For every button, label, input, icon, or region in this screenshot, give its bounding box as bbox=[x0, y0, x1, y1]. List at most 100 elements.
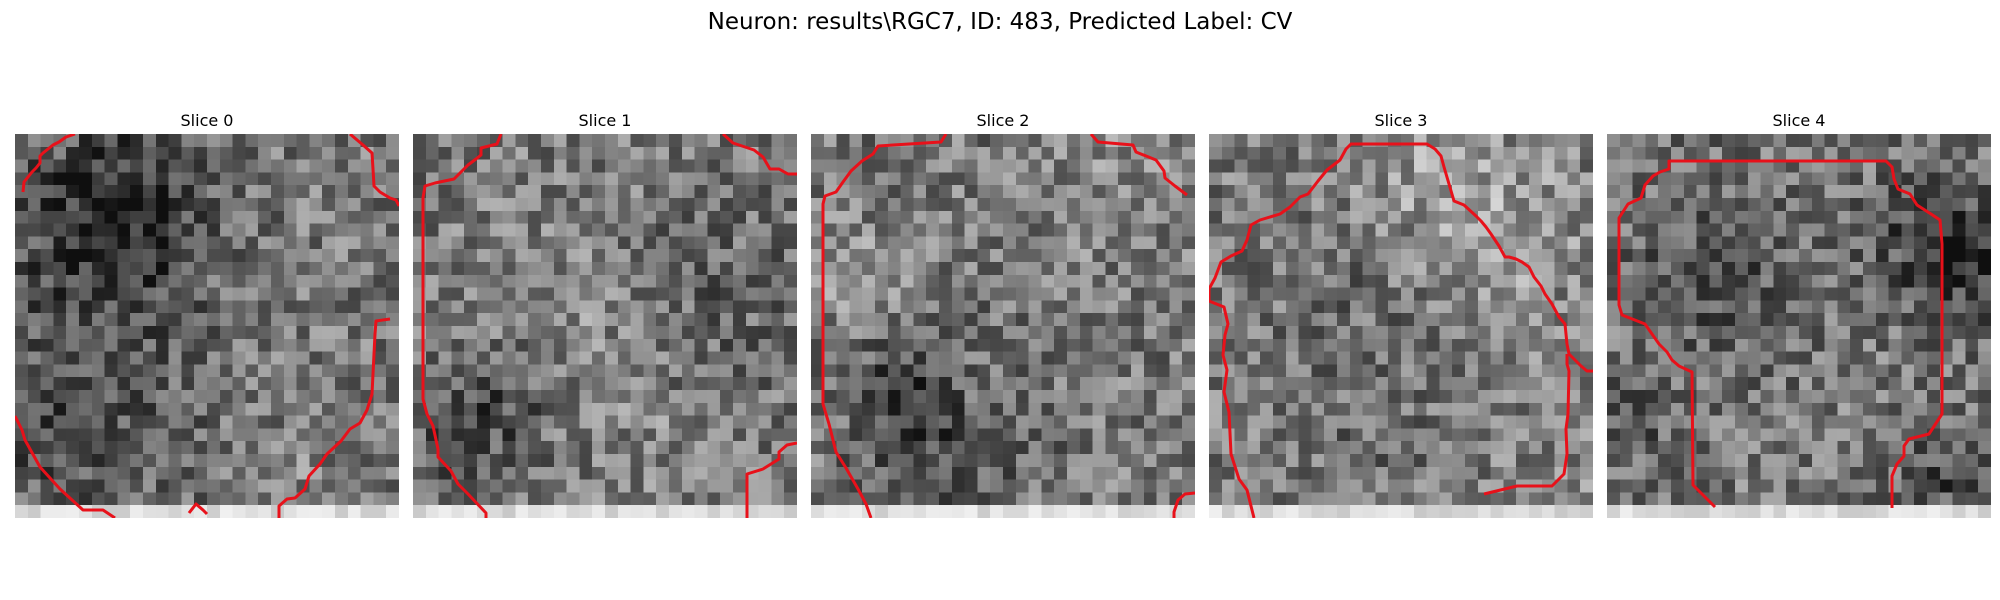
pixel-cell bbox=[579, 326, 593, 340]
pixel-cell bbox=[1541, 210, 1555, 224]
pixel-cell bbox=[1824, 390, 1838, 404]
pixel-cell bbox=[1439, 134, 1453, 148]
pixel-cell bbox=[219, 351, 233, 365]
pixel-cell bbox=[489, 351, 503, 365]
pixel-cell bbox=[181, 479, 195, 493]
slice-image bbox=[811, 134, 1195, 518]
pixel-cell bbox=[1529, 198, 1543, 212]
pixel-cell bbox=[1837, 415, 1851, 429]
pixel-cell bbox=[1875, 466, 1889, 480]
pixel-cell bbox=[232, 236, 246, 250]
pixel-cell bbox=[27, 428, 41, 442]
pixel-cell bbox=[1503, 262, 1517, 276]
pixel-cell bbox=[258, 300, 272, 314]
pixel-cell bbox=[53, 364, 67, 378]
pixel-cell bbox=[373, 223, 387, 237]
pixel-cell bbox=[207, 287, 221, 301]
pixel-cell bbox=[1607, 159, 1621, 173]
pixel-cell bbox=[489, 159, 503, 173]
pixel-cell bbox=[745, 313, 759, 327]
pixel-cell bbox=[386, 441, 399, 455]
pixel-cell bbox=[91, 300, 105, 314]
pixel-cell bbox=[489, 428, 503, 442]
pixel-cell bbox=[1131, 351, 1145, 365]
pixel-cell bbox=[181, 338, 195, 352]
pixel-cell bbox=[528, 287, 542, 301]
pixel-cell bbox=[1092, 172, 1106, 186]
pixel-cell bbox=[784, 466, 797, 480]
pixel-cell bbox=[1041, 172, 1055, 186]
pixel-cell bbox=[15, 262, 29, 276]
pixel-cell bbox=[1503, 466, 1517, 480]
pixel-cell bbox=[1927, 313, 1941, 327]
pixel-cell bbox=[219, 466, 233, 480]
pixel-cell bbox=[245, 210, 259, 224]
pixel-cell bbox=[1658, 402, 1672, 416]
pixel-cell bbox=[528, 428, 542, 442]
pixel-cell bbox=[528, 466, 542, 480]
pixel-cell bbox=[219, 236, 233, 250]
pixel-cell bbox=[1978, 236, 1991, 250]
pixel-cell bbox=[1490, 172, 1504, 186]
pixel-cell bbox=[155, 287, 169, 301]
pixel-cell bbox=[66, 198, 80, 212]
pixel-cell bbox=[309, 505, 323, 518]
pixel-cell bbox=[862, 377, 876, 391]
pixel-cell bbox=[1541, 390, 1555, 404]
pixel-cell bbox=[951, 326, 965, 340]
pixel-cell bbox=[1273, 377, 1287, 391]
pixel-cell bbox=[758, 351, 772, 365]
pixel-cell bbox=[1927, 300, 1941, 314]
pixel-cell bbox=[1285, 134, 1299, 148]
pixel-cell bbox=[1311, 274, 1325, 288]
pixel-cell bbox=[1760, 479, 1774, 493]
pixel-cell bbox=[1490, 415, 1504, 429]
pixel-cell bbox=[27, 390, 41, 404]
pixel-cell bbox=[1003, 441, 1017, 455]
pixel-cell bbox=[1028, 505, 1042, 518]
pixel-cell bbox=[271, 262, 285, 276]
pixel-cell bbox=[1092, 402, 1106, 416]
pixel-cell bbox=[1875, 287, 1889, 301]
pixel-cell bbox=[617, 210, 631, 224]
pixel-cell bbox=[1709, 390, 1723, 404]
pixel-cell bbox=[1413, 198, 1427, 212]
pixel-cell bbox=[1311, 223, 1325, 237]
pixel-cell bbox=[900, 274, 914, 288]
pixel-cell bbox=[579, 364, 593, 378]
pixel-cell bbox=[1722, 364, 1736, 378]
pixel-cell bbox=[694, 172, 708, 186]
pixel-cell bbox=[1850, 249, 1864, 263]
pixel-cell bbox=[1028, 146, 1042, 160]
pixel-cell bbox=[720, 313, 734, 327]
pixel-cell bbox=[1452, 223, 1466, 237]
pixel-cell bbox=[681, 146, 695, 160]
pixel-cell bbox=[1735, 505, 1749, 518]
pixel-cell bbox=[849, 134, 863, 148]
pixel-cell bbox=[811, 428, 825, 442]
pixel-cell bbox=[130, 415, 144, 429]
pixel-cell bbox=[784, 262, 797, 276]
pixel-cell bbox=[1311, 351, 1325, 365]
pixel-cell bbox=[1696, 428, 1710, 442]
pixel-cell bbox=[1529, 300, 1543, 314]
pixel-cell bbox=[438, 326, 452, 340]
pixel-cell bbox=[1388, 402, 1402, 416]
pixel-cell bbox=[1079, 415, 1093, 429]
pixel-cell bbox=[1092, 274, 1106, 288]
pixel-cell bbox=[271, 377, 285, 391]
pixel-cell bbox=[258, 441, 272, 455]
pixel-cell bbox=[1413, 262, 1427, 276]
pixel-cell bbox=[194, 479, 208, 493]
pixel-cell bbox=[541, 466, 555, 480]
pixel-cell bbox=[681, 210, 695, 224]
pixel-cell bbox=[1632, 287, 1646, 301]
pixel-cell bbox=[1156, 415, 1170, 429]
pixel-cell bbox=[1156, 249, 1170, 263]
pixel-cell bbox=[15, 390, 29, 404]
pixel-cell bbox=[347, 454, 361, 468]
pixel-cell bbox=[1875, 428, 1889, 442]
pixel-cell bbox=[733, 505, 747, 518]
pixel-cell bbox=[335, 390, 349, 404]
pixel-cell bbox=[1722, 185, 1736, 199]
